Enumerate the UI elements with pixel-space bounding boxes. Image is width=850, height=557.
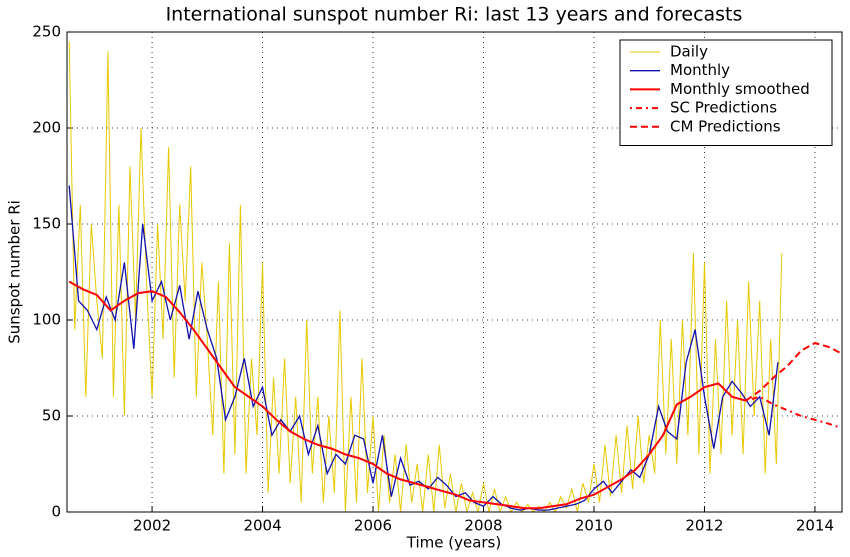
y-axis-label: Sunspot number Ri xyxy=(6,200,24,344)
series-line xyxy=(68,41,783,512)
series-line xyxy=(745,341,841,402)
x-tick-label: 2008 xyxy=(464,517,502,535)
legend-box xyxy=(619,39,833,146)
x-axis-label: Time (years) xyxy=(406,534,501,552)
x-tick-label: 2010 xyxy=(575,517,613,535)
series-line xyxy=(745,395,841,429)
y-tick-label: 0 xyxy=(51,503,61,521)
legend-label: CM Predictions xyxy=(670,117,781,135)
y-tick-label: 250 xyxy=(32,23,61,41)
x-tick-label: 2006 xyxy=(354,517,392,535)
legend-label: Monthly smoothed xyxy=(670,80,810,98)
legend-label: Monthly xyxy=(670,61,730,79)
y-tick-label: 50 xyxy=(42,407,61,425)
legend-label: Daily xyxy=(670,43,708,61)
plot-frame xyxy=(66,31,843,513)
series-line xyxy=(68,280,747,510)
x-tick-label: 2012 xyxy=(685,517,723,535)
y-tick-label: 100 xyxy=(32,311,61,329)
legend-label: SC Predictions xyxy=(670,99,777,117)
y-tick-label: 150 xyxy=(32,215,61,233)
chart-title: International sunspot number Ri: last 13… xyxy=(166,4,743,26)
x-tick-label: 2014 xyxy=(796,517,834,535)
y-tick-label: 200 xyxy=(32,119,61,137)
x-tick-label: 2004 xyxy=(243,517,281,535)
x-tick-label: 2002 xyxy=(133,517,171,535)
